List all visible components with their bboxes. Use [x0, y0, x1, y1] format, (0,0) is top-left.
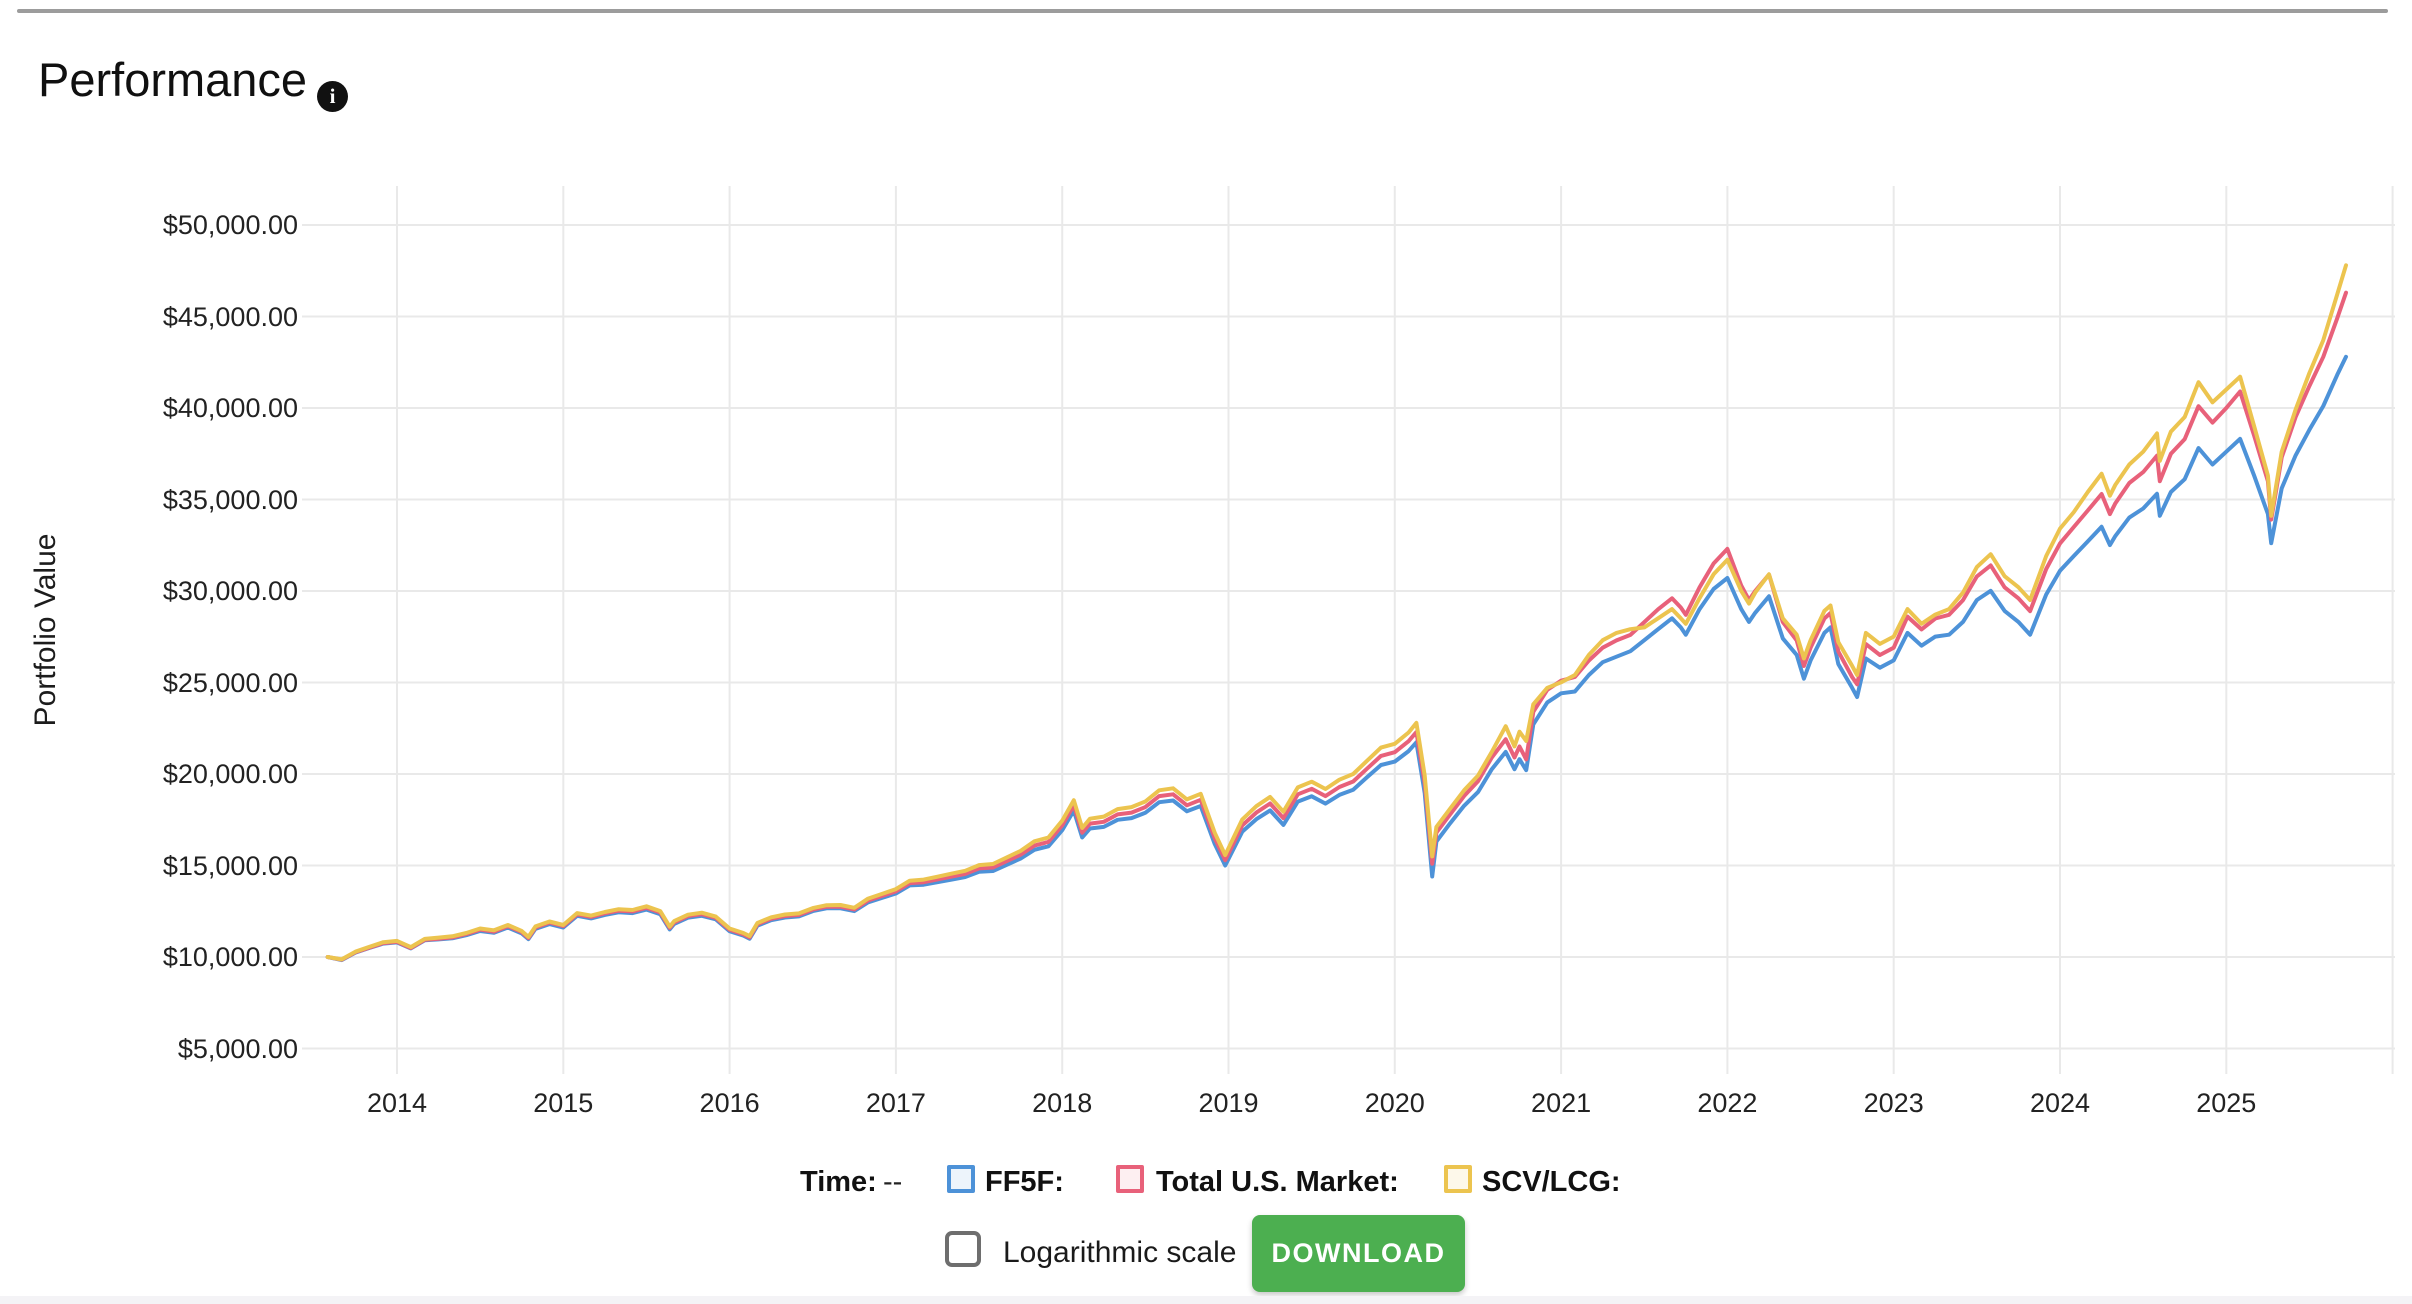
legend-time-value: --	[883, 1166, 903, 1198]
x-tick-label: 2017	[865, 1088, 926, 1118]
legend-swatch-scv-lcg	[1444, 1165, 1472, 1193]
y-tick-label: $10,000.00	[162, 942, 298, 972]
x-tick-label: 2015	[533, 1088, 594, 1118]
download-button[interactable]: DOWNLOAD	[1252, 1215, 1465, 1292]
page-title: Performance	[38, 53, 308, 106]
series-line-ff5f	[325, 354, 2348, 963]
x-tick-label: 2014	[366, 1088, 428, 1118]
legend-swatch-ff5f	[947, 1165, 975, 1193]
x-tick-label: 2023	[1863, 1088, 1924, 1118]
y-tick-label: $50,000.00	[162, 210, 298, 240]
series-line-scv-lcg	[325, 263, 2348, 962]
info-icon[interactable]: i	[317, 81, 348, 112]
y-tick-label: $30,000.00	[162, 576, 298, 606]
x-tick-label: 2021	[1531, 1088, 1592, 1118]
logarithmic-scale-label[interactable]: Logarithmic scale	[1003, 1236, 1237, 1269]
x-tick-label: 2019	[1198, 1088, 1259, 1118]
download-button-label: DOWNLOAD	[1271, 1238, 1446, 1268]
y-tick-label: $25,000.00	[162, 667, 298, 698]
x-tick-label: 2024	[2029, 1088, 2091, 1118]
y-tick-label: $15,000.00	[162, 850, 298, 881]
legend-label-scv-lcg: SCV/LCG:	[1482, 1166, 1621, 1198]
legend-time-label: Time:	[800, 1166, 877, 1198]
y-tick-label: $20,000.00	[162, 759, 298, 789]
series-line-total-u-s-market	[325, 290, 2348, 962]
section-divider	[17, 9, 2388, 13]
y-tick-label: $45,000.00	[162, 301, 298, 332]
x-tick-label: 2016	[699, 1088, 760, 1118]
x-tick-label: 2018	[1032, 1088, 1093, 1118]
bottom-section-edge	[0, 1296, 2412, 1304]
legend-label-total-us-market: Total U.S. Market:	[1156, 1166, 1399, 1198]
x-tick-label: 2022	[1697, 1088, 1758, 1118]
x-tick-label: 2025	[2196, 1088, 2257, 1118]
y-tick-label: $40,000.00	[162, 393, 298, 423]
logarithmic-scale-checkbox[interactable]	[945, 1231, 981, 1267]
y-tick-label: $5,000.00	[177, 1033, 298, 1064]
legend-label-ff5f: FF5F:	[985, 1166, 1064, 1198]
legend-swatch-total-us-market	[1116, 1165, 1144, 1193]
x-tick-label: 2020	[1364, 1088, 1425, 1118]
y-tick-label: $35,000.00	[162, 484, 298, 515]
